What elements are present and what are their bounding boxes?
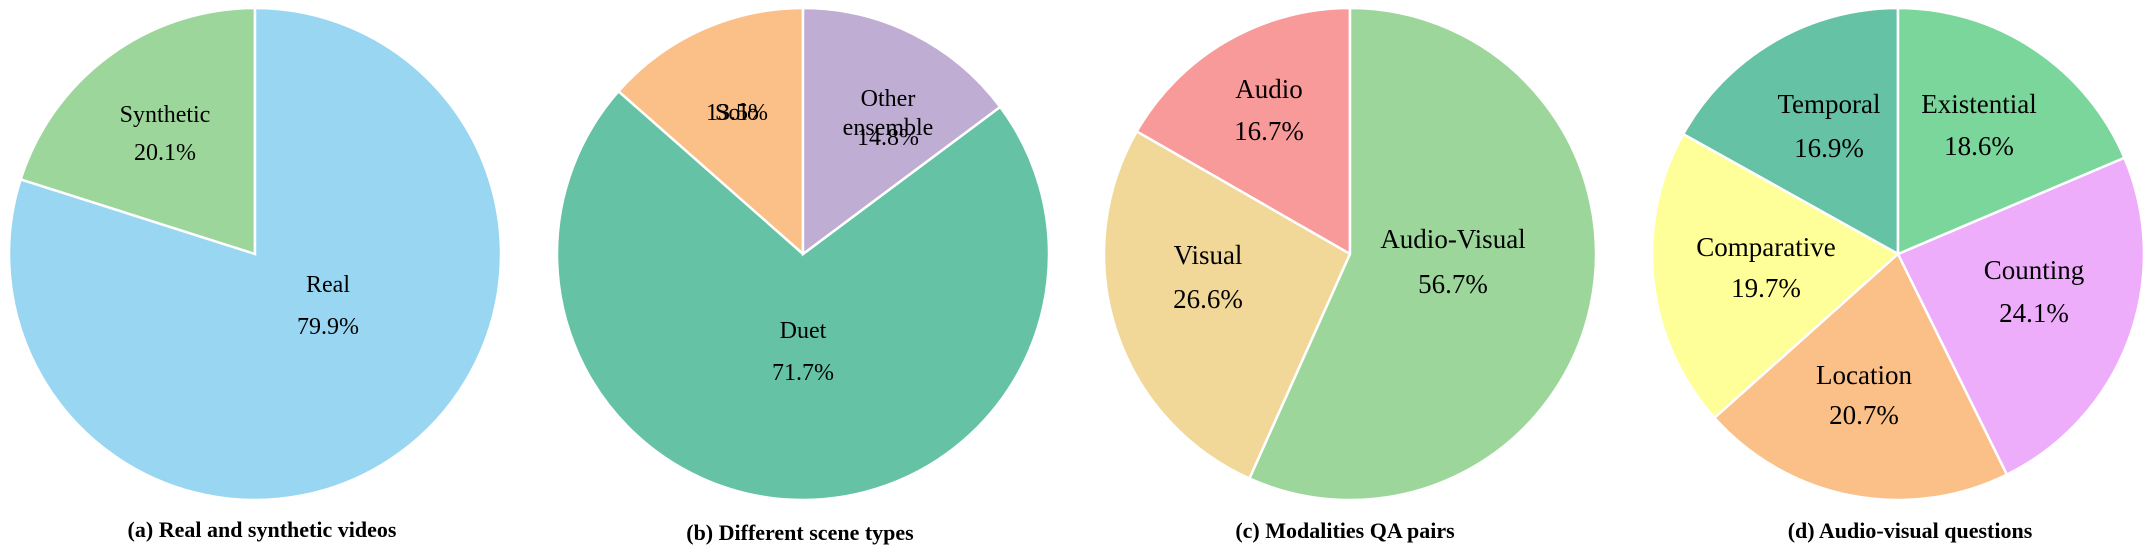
slice-percent-audio: 16.7% [1234,116,1304,146]
chart-caption: (a) Real and synthetic videos [128,517,397,542]
slice-percent-temporal: 16.9% [1794,133,1864,163]
pie-slice-temporal [1681,6,1900,257]
pie-slice-audio [1134,6,1352,257]
slice-percent-existential: 18.6% [1944,131,2014,161]
chart-caption: (c) Modalities QA pairs [1235,518,1455,543]
slice-label-visual: Visual [1174,240,1243,270]
slice-label-synthetic: Synthetic [120,102,211,128]
slice-percent-audio-visual: 56.7% [1418,269,1488,299]
slice-label-duet: Duet [780,318,827,344]
slice-label-real: Real [306,272,350,298]
pie-slice-real [7,6,503,502]
pie-slice-duet [555,89,1051,502]
slice-percent-other-ensemble: 14.8% [857,125,919,151]
pie-slice-visual [1102,129,1352,481]
pie-slice-audio-visual [1247,6,1598,502]
slice-percent-real: 79.9% [297,314,359,340]
slice-label-comparative: Comparative [1696,232,1835,262]
slice-percent-synthetic: 20.1% [134,140,196,166]
pie-slice-location [1712,251,2009,502]
pie-slice-other-ensemble [801,6,1002,257]
pie-chart-3: Audio 16.7% Visual 26.6% Audio-Visual 56.7% (c… [1102,6,1598,543]
slice-label-audio-visual: Audio-Visual [1380,224,1525,254]
chart-caption: (d) Audio-visual questions [1788,518,2033,543]
slice-percent-counting: 24.1% [1999,298,2069,328]
pie-chart-1: Synthetic 20.1% Real 79.9% (a) Real and synt… [7,6,503,542]
pie-chart-4: Temporal 16.9% Comparative 19.7% Location 20.… [1650,6,2146,543]
slice-percent-duet: 71.7% [772,360,834,386]
slice-percent-solo: 13.5% [706,100,768,126]
slice-label-solo: Solo [715,100,759,126]
slice-percent-location: 20.7% [1829,400,1899,430]
pie-slice-counting [1896,156,2146,477]
pie-slice-synthetic [18,6,257,256]
pie-slice-solo [616,6,805,257]
slice-percent-visual: 26.6% [1173,284,1243,314]
pie-slice-existential [1896,6,2127,256]
pie-slice-comparative [1650,132,1901,420]
slice-percent-comparative: 19.7% [1731,273,1801,303]
slice-label-temporal: Temporal [1777,89,1880,119]
slice-label-other-ensemble: Other ensemble [843,86,934,141]
chart-caption: (b) Different scene types [686,520,914,545]
slice-label-existential: Existential [1921,89,2036,119]
slice-label-counting: Counting [1984,255,2085,285]
slice-label-location: Location [1816,360,1912,390]
slice-label-audio: Audio [1235,74,1303,104]
